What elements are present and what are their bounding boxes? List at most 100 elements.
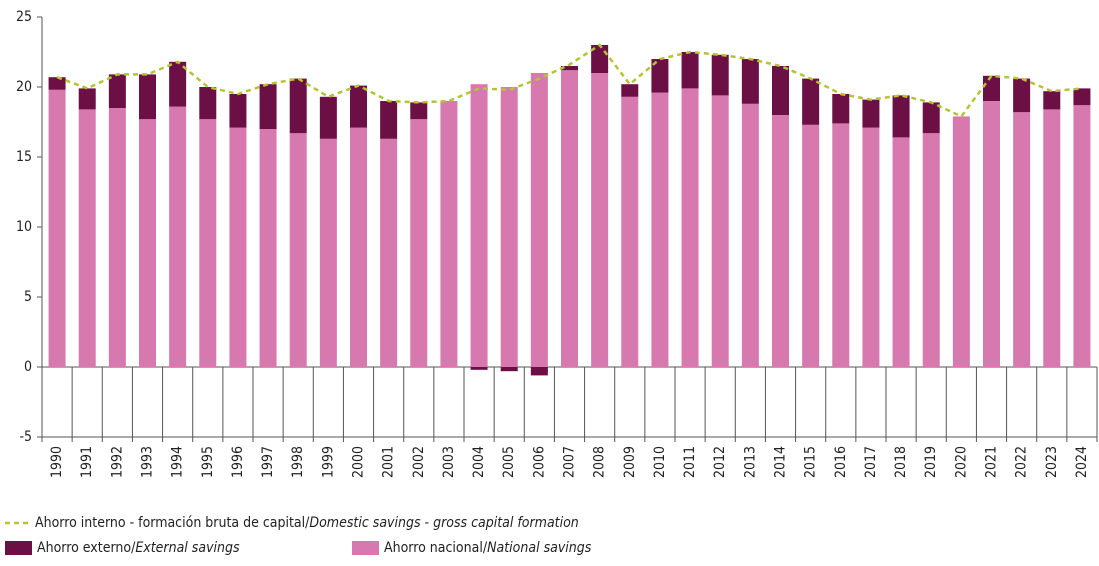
bar [229, 127, 247, 367]
x-tick-label: 2014 [773, 446, 789, 478]
bar [651, 59, 669, 93]
x-tick-label: 2022 [1014, 446, 1030, 478]
bar [289, 78, 307, 134]
y-tick-label: 20 [16, 79, 32, 95]
bar [711, 54, 729, 96]
bar [78, 88, 96, 110]
bar [772, 115, 789, 367]
x-tick-label: 2009 [622, 446, 638, 478]
x-tick-label: 2005 [501, 446, 517, 478]
bar [410, 119, 428, 367]
x-tick-label: 1990 [49, 446, 65, 478]
legend-label: Ahorro externo/External savings [37, 540, 240, 556]
x-tick-label: 2013 [742, 446, 758, 478]
y-tick-label: 0 [24, 359, 32, 375]
x-tick-label: 1998 [290, 446, 306, 478]
bar [199, 119, 217, 367]
x-tick-label: 2001 [381, 446, 397, 478]
bar [259, 84, 277, 129]
x-tick-label: 1993 [140, 446, 156, 478]
x-tick-label: 1997 [260, 446, 276, 478]
bar [470, 367, 488, 370]
bar [108, 108, 126, 367]
bar [892, 95, 910, 138]
bar [410, 102, 428, 120]
bar [862, 127, 880, 367]
x-tick-label: 2021 [984, 446, 1000, 478]
x-tick-label: 2019 [923, 446, 939, 478]
legend-swatch [5, 541, 32, 555]
bar [319, 96, 337, 139]
bar [380, 138, 398, 367]
bar [651, 92, 669, 367]
bar [681, 88, 699, 368]
bar [621, 84, 639, 97]
bar [1013, 78, 1031, 113]
bar [1073, 105, 1091, 367]
bar [48, 89, 66, 368]
bar [108, 74, 126, 108]
bar [470, 84, 488, 367]
bar [741, 103, 759, 368]
x-tick-label: 2007 [562, 446, 578, 478]
x-tick-label: 1992 [109, 446, 125, 478]
bar [139, 119, 156, 367]
bar [199, 87, 217, 120]
bar [1013, 112, 1031, 367]
legend-swatch [352, 541, 379, 555]
line [56, 43, 1083, 118]
bar [591, 73, 609, 367]
bar [983, 101, 1000, 367]
bar [169, 106, 187, 367]
x-tick-label: 2006 [531, 446, 547, 478]
x-tick-label: 1994 [170, 446, 186, 478]
x-tick-label: 1991 [79, 446, 95, 478]
bar [500, 87, 518, 367]
bar [832, 94, 850, 124]
y-tick-label: -5 [19, 429, 32, 445]
legend-label: Ahorro interno - formación bruta de capi… [35, 515, 579, 531]
x-tick-label: 2012 [712, 446, 728, 478]
bar [530, 367, 548, 376]
bar [711, 95, 729, 368]
y-tick-label: 25 [16, 9, 32, 25]
x-tick-label: 2008 [592, 446, 608, 478]
bar [681, 52, 699, 89]
bar [319, 138, 337, 367]
bar [350, 127, 367, 367]
bar [289, 133, 307, 367]
bar [892, 137, 910, 367]
x-tick-label: 1995 [200, 446, 216, 478]
bar [922, 133, 940, 367]
x-tick-label: 2024 [1074, 446, 1090, 478]
x-tick-label: 2016 [833, 446, 849, 478]
bar [802, 78, 820, 125]
bar [561, 70, 578, 367]
bar [229, 94, 247, 128]
x-tick-label: 2000 [351, 446, 367, 478]
bar [380, 101, 398, 139]
x-tick-label: 2015 [803, 446, 819, 478]
x-tick-label: 2003 [441, 446, 457, 478]
bar [772, 66, 789, 115]
bar [741, 59, 759, 104]
bar [1043, 109, 1061, 368]
bar [48, 77, 66, 90]
y-tick-label: 5 [24, 289, 32, 305]
bar [500, 367, 518, 372]
bar [259, 129, 277, 367]
bar [78, 109, 96, 368]
x-tick-label: 2010 [652, 446, 668, 478]
x-tick-label: 2002 [411, 446, 427, 478]
x-tick-label: 1996 [230, 446, 246, 478]
bar [922, 102, 940, 134]
x-tick-label: 2020 [953, 446, 969, 478]
x-tick-label: 1999 [320, 446, 336, 478]
bar [440, 101, 458, 367]
x-tick-label: 2011 [682, 446, 698, 478]
y-tick-label: 15 [16, 149, 32, 165]
bar [832, 123, 850, 368]
bar [350, 85, 367, 128]
x-tick-label: 2018 [893, 446, 909, 478]
